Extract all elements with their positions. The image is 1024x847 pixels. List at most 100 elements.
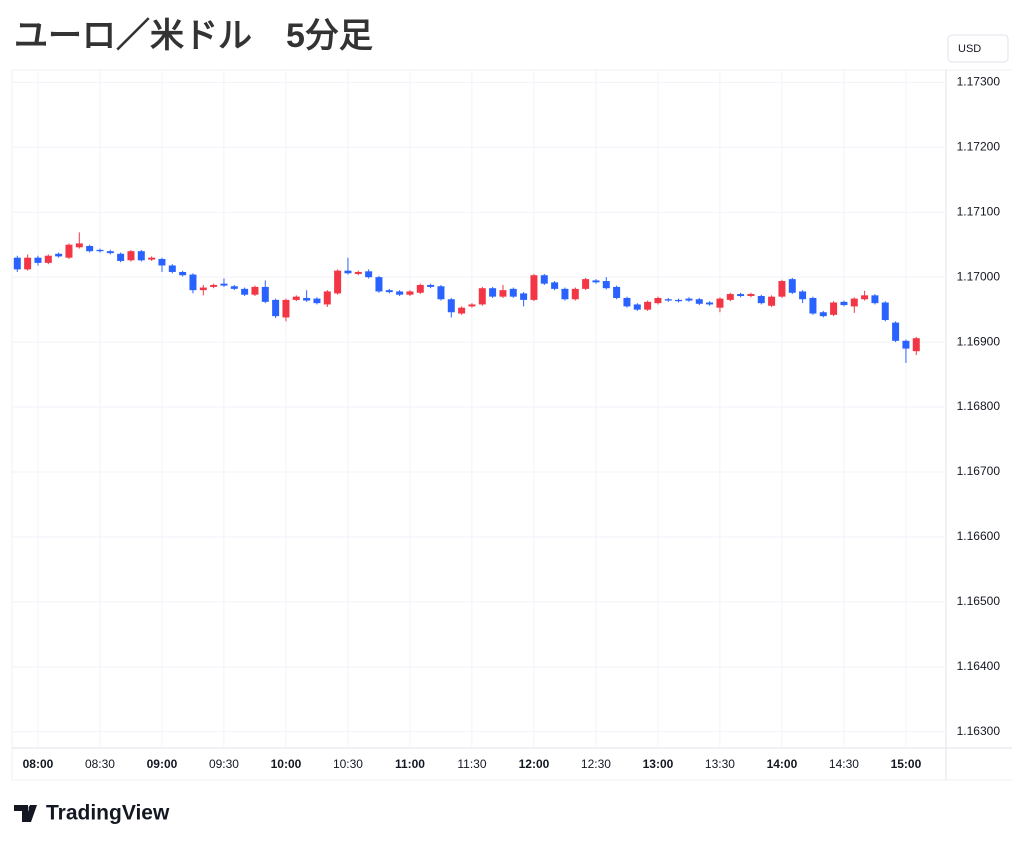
candle-body xyxy=(602,281,610,289)
candle-body xyxy=(623,297,631,307)
x-tick-label: 14:30 xyxy=(829,757,859,771)
logo[interactable]: TradingView xyxy=(14,802,170,825)
candle-body xyxy=(509,288,517,297)
candle-body xyxy=(706,302,714,305)
candle-body xyxy=(633,304,641,310)
candle-body xyxy=(158,258,166,266)
candle-body xyxy=(819,312,827,317)
candle-body xyxy=(437,286,445,300)
x-tick-label: 09:00 xyxy=(147,757,178,771)
y-tick-label: 1.16800 xyxy=(957,399,1001,413)
candle-body xyxy=(189,274,197,291)
candle-body xyxy=(468,304,476,307)
candle-body xyxy=(272,299,280,317)
candle-body xyxy=(251,286,259,295)
candle-body xyxy=(385,290,393,293)
y-tick-label: 1.16700 xyxy=(957,464,1001,478)
candle-body xyxy=(788,279,796,293)
candle-body xyxy=(65,244,73,258)
candle-body xyxy=(396,291,404,295)
y-tick-label: 1.17300 xyxy=(957,75,1001,89)
candle-body xyxy=(406,291,414,295)
x-tick-label: 09:30 xyxy=(209,757,239,771)
x-tick-label: 11:00 xyxy=(395,757,425,771)
candle-body xyxy=(747,294,755,296)
candle-body xyxy=(179,271,187,276)
candle-body xyxy=(478,288,486,305)
candle-body xyxy=(86,245,94,252)
candle-body xyxy=(850,298,858,307)
candle-body xyxy=(75,243,83,248)
y-tick-label: 1.16900 xyxy=(957,334,1001,348)
candle-body xyxy=(168,265,176,272)
candle-body xyxy=(303,297,311,301)
candle-body xyxy=(561,288,569,300)
candle-body xyxy=(520,293,528,300)
candle-body xyxy=(571,288,579,300)
candle-body xyxy=(241,288,249,295)
candle-body xyxy=(644,301,652,310)
candle-body xyxy=(313,298,321,304)
x-tick-label: 14:00 xyxy=(767,757,798,771)
x-tick-label: 13:00 xyxy=(643,757,674,771)
y-tick-label: 1.16300 xyxy=(957,724,1001,738)
x-tick-label: 15:00 xyxy=(891,757,922,771)
candle-body xyxy=(344,270,352,274)
x-tick-label: 12:30 xyxy=(581,757,611,771)
candle-body xyxy=(96,249,104,252)
y-tick-label: 1.17100 xyxy=(957,204,1001,218)
candle-body xyxy=(881,302,889,321)
candle-body xyxy=(592,280,600,283)
candle-body xyxy=(292,296,300,300)
x-tick-label: 11:30 xyxy=(457,757,486,771)
candle-body xyxy=(106,251,114,254)
y-tick-label: 1.16400 xyxy=(957,659,1001,673)
candle-body xyxy=(582,279,590,289)
candle-body xyxy=(34,257,42,263)
candle-body xyxy=(902,340,910,349)
candle-body xyxy=(230,286,238,289)
candle-body xyxy=(416,284,424,293)
candle-body xyxy=(427,284,435,287)
y-tick-label: 1.16600 xyxy=(957,529,1001,543)
candle-body xyxy=(334,270,342,294)
candle-body xyxy=(613,286,621,298)
candle-body xyxy=(530,275,538,300)
candle-body xyxy=(137,251,145,261)
currency-button[interactable] xyxy=(947,34,1009,63)
candle-body xyxy=(861,295,869,300)
candle-body xyxy=(44,255,52,263)
candle-body xyxy=(323,291,331,305)
candle-body xyxy=(458,307,466,314)
candle-body xyxy=(840,301,848,306)
candle-body xyxy=(830,302,838,315)
candle-body xyxy=(117,253,125,261)
candle-body xyxy=(675,299,683,302)
candle-body xyxy=(685,298,693,301)
y-tick-label: 1.17000 xyxy=(957,269,1001,283)
x-tick-label: 10:30 xyxy=(333,757,363,771)
candle-body xyxy=(654,297,662,304)
candle-body xyxy=(199,287,207,291)
candle-body xyxy=(871,295,879,304)
candle-body xyxy=(127,251,135,261)
candle-body xyxy=(912,338,920,352)
candle-body xyxy=(24,257,32,270)
candle-body xyxy=(726,294,734,300)
candle-body xyxy=(695,299,703,304)
candle-body xyxy=(13,257,21,270)
logo-text: TradingView xyxy=(46,802,170,825)
candle-body xyxy=(365,271,373,278)
candle-body xyxy=(55,253,63,257)
candle-body xyxy=(220,283,228,286)
candle-body xyxy=(737,294,745,296)
chart-title: ユーロ／米ドル 5分足 xyxy=(14,17,373,55)
candle-body xyxy=(778,281,786,297)
candle-body xyxy=(210,284,218,287)
candle-body xyxy=(809,297,817,314)
candle-body xyxy=(768,296,776,306)
currency-label: USD xyxy=(958,43,981,55)
candle-body xyxy=(799,291,807,300)
candle-body xyxy=(261,286,269,302)
